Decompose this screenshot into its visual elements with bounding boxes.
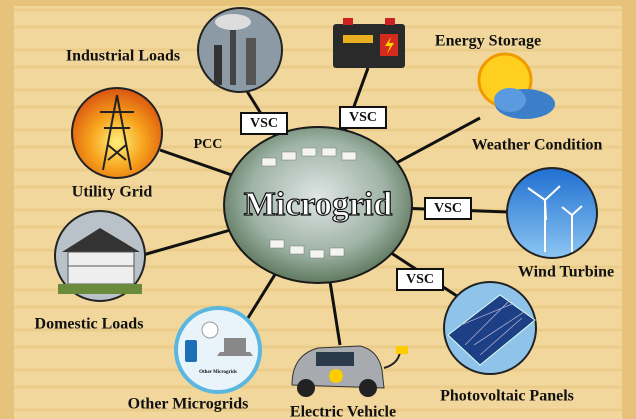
node-label: Energy Storage bbox=[435, 33, 541, 50]
node-label: Photovoltaic Panels bbox=[440, 388, 574, 405]
vsc-label: VSC bbox=[406, 272, 434, 287]
node-utility bbox=[72, 88, 162, 178]
vsc-label: VSC bbox=[349, 110, 377, 125]
vsc-box: VSC bbox=[340, 107, 386, 128]
vsc-box: VSC bbox=[425, 198, 471, 219]
node-label: Wind Turbine bbox=[518, 264, 614, 281]
node-label: Electric Vehicle bbox=[290, 404, 396, 419]
node-house bbox=[55, 211, 145, 301]
node-pv bbox=[444, 282, 536, 374]
vsc-label: VSC bbox=[434, 201, 462, 216]
node-battery bbox=[333, 18, 405, 68]
node-label: Utility Grid bbox=[72, 184, 153, 201]
node-label: Other Microgrids bbox=[128, 396, 249, 413]
vsc-box: VSC bbox=[397, 269, 443, 290]
node-other: Other Microgrids bbox=[176, 308, 260, 392]
hub: Microgrid bbox=[224, 127, 412, 283]
node-label: Industrial Loads bbox=[66, 48, 180, 65]
node-wind bbox=[507, 168, 597, 258]
vsc-box: VSC bbox=[241, 113, 287, 134]
diagram: Microgrid Industrial Loads Energy Storag… bbox=[0, 0, 636, 419]
hub-label: Microgrid bbox=[244, 186, 393, 223]
pcc-label: PCC bbox=[194, 137, 223, 152]
vsc-label: VSC bbox=[250, 116, 278, 131]
node-label: Domestic Loads bbox=[35, 316, 144, 333]
icon-label: Other Microgrids bbox=[199, 370, 237, 375]
node-industrial bbox=[198, 8, 282, 92]
node-label: Weather Condition bbox=[472, 137, 603, 154]
